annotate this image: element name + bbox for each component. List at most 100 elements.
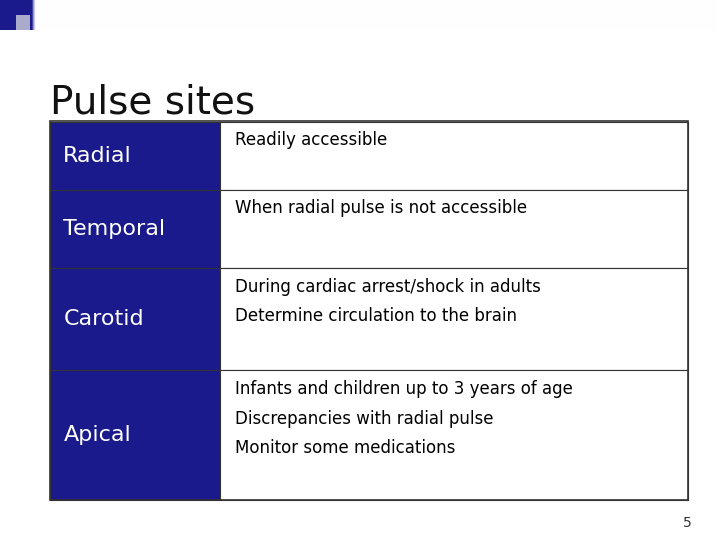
Bar: [33, 0, 167, 30]
Text: Temporal: Temporal: [63, 219, 166, 239]
Bar: [34, 0, 340, 30]
Bar: [34, 0, 295, 30]
Text: During cardiac arrest/shock in adults: During cardiac arrest/shock in adults: [235, 278, 541, 296]
Bar: [33, 0, 181, 30]
Bar: [35, 0, 606, 30]
Text: Infants and children up to 3 years of age: Infants and children up to 3 years of ag…: [235, 380, 573, 398]
Bar: [34, 0, 326, 30]
Bar: [33, 0, 198, 30]
Bar: [32, 0, 129, 30]
Bar: [33, 0, 153, 30]
Bar: [50, 190, 220, 268]
Bar: [33, 0, 160, 30]
Bar: [32, 0, 63, 30]
Bar: [34, 0, 292, 30]
Bar: [34, 0, 302, 30]
Bar: [33, 0, 253, 30]
Bar: [33, 0, 261, 30]
Bar: [50, 268, 220, 370]
Bar: [32, 0, 60, 30]
Bar: [34, 0, 392, 30]
Bar: [33, 0, 219, 30]
Bar: [35, 0, 672, 30]
Bar: [33, 0, 240, 30]
Bar: [33, 0, 163, 30]
Bar: [34, 0, 336, 30]
Text: Apical: Apical: [63, 425, 131, 445]
Bar: [35, 0, 526, 30]
Bar: [35, 0, 440, 30]
Bar: [35, 0, 609, 30]
Bar: [35, 0, 557, 30]
Bar: [32, 0, 105, 30]
Bar: [33, 0, 184, 30]
Bar: [33, 0, 215, 30]
Bar: [32, 0, 46, 30]
Text: 5: 5: [683, 516, 691, 530]
Bar: [35, 0, 478, 30]
Bar: [33, 0, 212, 30]
Bar: [35, 0, 685, 30]
Bar: [35, 0, 554, 30]
Bar: [35, 0, 620, 30]
Bar: [35, 0, 520, 30]
Bar: [35, 0, 495, 30]
Bar: [35, 0, 634, 30]
Bar: [32, 0, 81, 30]
Bar: [34, 0, 416, 30]
Bar: [33, 0, 271, 30]
Bar: [32, 0, 91, 30]
Bar: [35, 0, 613, 30]
Bar: [34, 0, 384, 30]
Bar: [33, 0, 229, 30]
Bar: [35, 0, 564, 30]
Bar: [35, 0, 703, 30]
Bar: [33, 0, 202, 30]
Bar: [34, 0, 278, 30]
Bar: [34, 0, 284, 30]
Bar: [32, 0, 73, 30]
Bar: [34, 0, 405, 30]
Bar: [35, 0, 499, 30]
Bar: [50, 122, 220, 190]
Bar: [35, 0, 651, 30]
Bar: [35, 0, 582, 30]
Bar: [33, 0, 157, 30]
Bar: [34, 0, 399, 30]
Bar: [35, 0, 693, 30]
Bar: [34, 0, 330, 30]
Bar: [35, 0, 637, 30]
Bar: [0, 0, 30, 30]
Bar: [34, 0, 347, 30]
Bar: [32, 0, 50, 30]
Bar: [35, 0, 471, 30]
Bar: [33, 0, 264, 30]
Bar: [35, 0, 430, 30]
Bar: [35, 0, 647, 30]
Bar: [33, 0, 177, 30]
Bar: [34, 0, 388, 30]
Bar: [220, 268, 688, 370]
Bar: [35, 0, 464, 30]
Bar: [34, 0, 350, 30]
Bar: [35, 0, 419, 30]
Bar: [32, 0, 125, 30]
Bar: [32, 0, 77, 30]
Bar: [35, 0, 457, 30]
Bar: [35, 0, 689, 30]
Bar: [35, 0, 696, 30]
Bar: [35, 0, 468, 30]
Bar: [50, 122, 688, 500]
Bar: [33, 0, 194, 30]
Bar: [35, 0, 423, 30]
Bar: [35, 0, 540, 30]
Bar: [35, 0, 433, 30]
Bar: [34, 0, 315, 30]
Bar: [32, 0, 108, 30]
Bar: [50, 370, 220, 500]
Bar: [35, 0, 678, 30]
Bar: [35, 0, 658, 30]
Bar: [34, 0, 298, 30]
Bar: [35, 0, 534, 30]
Bar: [33, 0, 246, 30]
